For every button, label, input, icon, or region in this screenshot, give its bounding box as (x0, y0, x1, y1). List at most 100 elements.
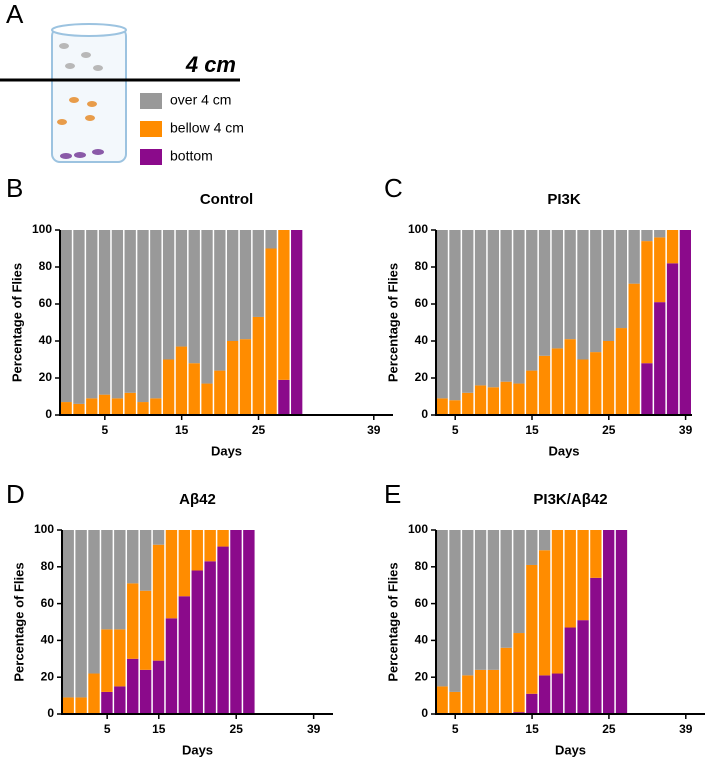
legend-swatch (140, 121, 162, 137)
panel-label: B (6, 173, 23, 203)
y-tick-label: 100 (32, 222, 52, 236)
bar-segment (564, 627, 576, 714)
bar-segment (62, 530, 74, 698)
bar-segment (62, 697, 74, 714)
bar-segment (538, 550, 551, 676)
bar-segment (628, 230, 640, 284)
bar-segment (75, 697, 87, 714)
bar-segment (152, 544, 165, 661)
y-tick-label: 0 (45, 407, 52, 421)
bar-segment (538, 355, 551, 415)
bar-segment (538, 675, 551, 714)
y-tick-label: 20 (415, 669, 429, 683)
bar-segment (564, 339, 576, 415)
x-axis-label: Days (211, 443, 242, 458)
panel-label: A (6, 0, 24, 29)
legend-swatch (140, 93, 162, 109)
y-tick-label: 40 (415, 333, 429, 347)
panel-a-diagram: 4 cm (0, 23, 240, 163)
bar-segment (526, 370, 538, 415)
bar-segment (513, 633, 525, 713)
bar-segment (615, 530, 628, 714)
chart: PI3K Percentage of Flies Days 0 20 40 60 80 100 5… (385, 191, 692, 458)
bar-segment (551, 230, 563, 349)
y-tick-label: 0 (421, 706, 428, 720)
y-axis-label: Percentage of Flies (385, 263, 400, 382)
bar-segment (152, 530, 165, 545)
x-tick-label: 5 (104, 722, 111, 736)
y-tick-label: 0 (47, 706, 54, 720)
bar-segment (278, 379, 290, 415)
bar-segment (239, 230, 252, 340)
bar-segment (86, 398, 98, 415)
bar-segment (654, 237, 666, 303)
bar-segment (487, 530, 500, 670)
bar-segment (162, 359, 175, 415)
bar-segment (551, 530, 564, 674)
y-tick-label: 60 (415, 296, 429, 310)
y-tick-label: 60 (41, 596, 55, 610)
x-tick-label: 25 (602, 722, 616, 736)
x-tick-label: 5 (101, 423, 108, 437)
bar-segment (487, 669, 500, 714)
chart: Control Percentage of Flies Days 0 20 40 60 80 1… (9, 191, 393, 458)
x-axis-label: Days (548, 443, 579, 458)
bar-segment (165, 530, 178, 619)
bar-segment (111, 230, 124, 399)
bar-segment (101, 691, 113, 714)
bar-segment (139, 530, 152, 591)
y-tick-label: 40 (415, 633, 429, 647)
bar-segment (191, 530, 203, 571)
y-tick-label: 80 (39, 259, 53, 273)
x-tick-label: 25 (230, 722, 244, 736)
y-tick-label: 100 (408, 222, 428, 236)
bar-segment (191, 570, 203, 714)
bar-segment (628, 283, 640, 415)
x-tick-label: 39 (367, 423, 381, 437)
bar-segment (602, 341, 615, 415)
bar-segment (114, 629, 126, 687)
panel-label: C (384, 173, 403, 203)
bar-segment (188, 363, 200, 415)
bar-segment (449, 400, 461, 415)
bar-segment (564, 230, 576, 340)
bar-segment (577, 530, 589, 621)
bar-segment (127, 583, 139, 659)
flies-top (59, 43, 103, 71)
bar-segment (577, 359, 589, 415)
bar-segment (60, 402, 72, 415)
bar-segment (462, 230, 474, 393)
legend-label: bellow 4 cm (170, 120, 244, 136)
y-tick-label: 20 (41, 669, 55, 683)
x-tick-label: 39 (307, 722, 321, 736)
bar-segment (654, 302, 666, 415)
x-tick-label: 25 (602, 423, 616, 437)
x-tick-label: 15 (175, 423, 189, 437)
legend-label: over 4 cm (170, 92, 231, 108)
flies-bottom (60, 149, 104, 159)
bar-segment (162, 230, 175, 360)
x-tick-label: 15 (525, 722, 539, 736)
chart-title: Aβ42 (179, 491, 216, 508)
bar-segment (86, 230, 98, 399)
bar-segment (101, 629, 113, 692)
bar-segment (175, 346, 188, 415)
bar-segment (201, 230, 213, 384)
bar-segment (98, 230, 111, 395)
bar-segment (449, 530, 461, 692)
bar-segment (513, 530, 525, 634)
y-tick-label: 80 (41, 559, 55, 573)
bar-segment (73, 230, 85, 404)
bar-segment (101, 530, 113, 630)
bar-segment (513, 230, 525, 384)
bar-segment (487, 230, 499, 388)
bar-segment (165, 618, 178, 714)
bar-segment (538, 530, 551, 551)
bar-segment (217, 530, 229, 547)
bar-segment (265, 248, 277, 415)
bar-segment (204, 561, 216, 714)
scale-label: 4 cm (185, 52, 236, 77)
bar-segment (127, 658, 139, 714)
bar-segment (239, 339, 252, 415)
